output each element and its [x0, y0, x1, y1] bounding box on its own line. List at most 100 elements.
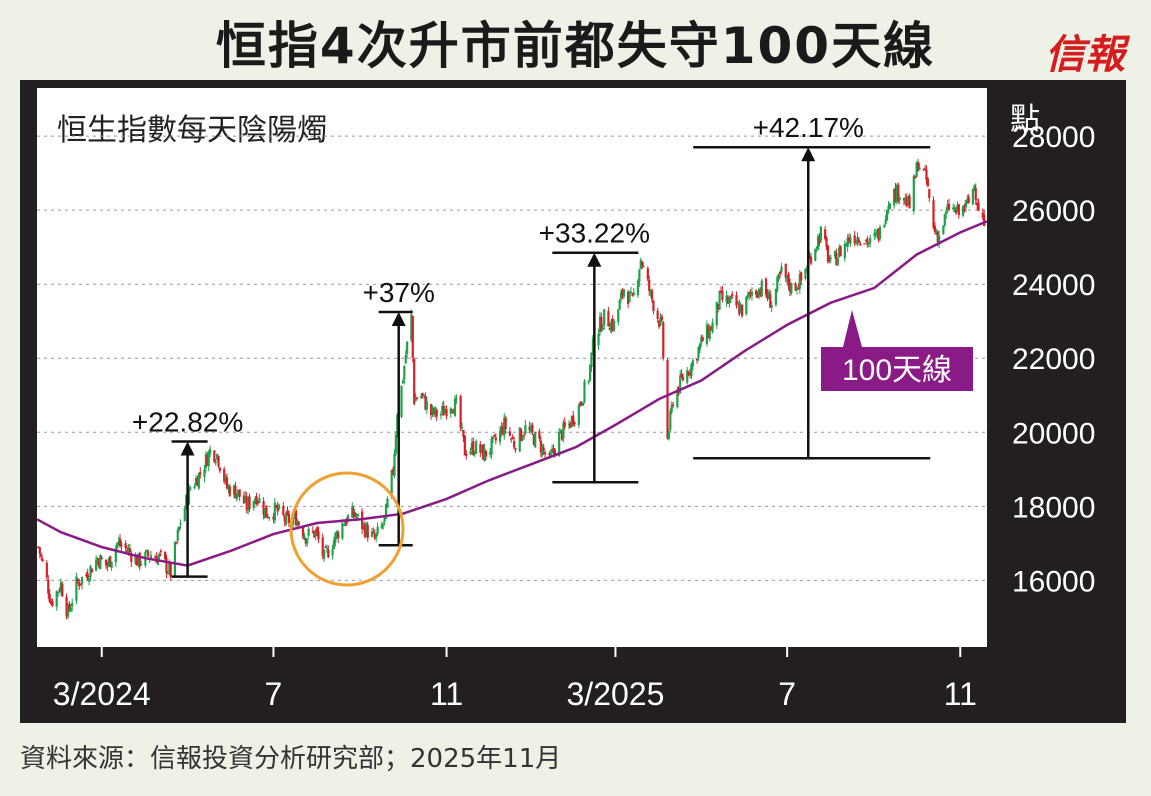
candle-body	[748, 291, 751, 297]
candle-body	[189, 488, 192, 490]
candle	[334, 532, 337, 547]
candle	[335, 530, 338, 540]
candle-body	[313, 531, 316, 538]
candle	[518, 427, 521, 453]
candle-body	[815, 247, 818, 249]
candle-body	[117, 541, 120, 543]
candle-body	[483, 448, 486, 462]
candle-body	[887, 205, 890, 211]
candle	[337, 530, 340, 544]
candle	[977, 198, 980, 212]
candle-body	[352, 508, 355, 516]
candle-body	[974, 188, 977, 200]
candle-body	[196, 477, 199, 487]
candle-body	[681, 376, 685, 381]
candle	[414, 392, 417, 402]
candle-body	[365, 523, 368, 537]
candle	[265, 505, 268, 518]
candle	[410, 309, 413, 343]
candle-body	[621, 289, 624, 296]
candle-body	[611, 318, 614, 330]
candle-body	[627, 292, 630, 304]
candle-body	[459, 395, 462, 428]
annotation-label: +33.22%	[539, 218, 650, 249]
candle-body	[697, 347, 700, 358]
candle	[814, 248, 817, 262]
candle	[522, 432, 526, 440]
candle-body	[923, 168, 927, 170]
candle-body	[845, 244, 848, 246]
candle	[529, 422, 533, 435]
candle	[794, 282, 797, 292]
candle	[282, 501, 285, 517]
candle	[808, 251, 811, 260]
candle-body	[86, 573, 89, 580]
candle-body	[513, 440, 516, 448]
candle	[444, 406, 447, 414]
candle	[631, 292, 634, 297]
candle	[244, 491, 247, 503]
candle	[301, 525, 305, 540]
candle-body	[134, 555, 137, 564]
candle	[462, 429, 465, 443]
candle-body	[700, 336, 703, 343]
candle	[232, 484, 236, 499]
candle	[610, 318, 613, 334]
candle-body	[912, 175, 915, 212]
candle	[797, 283, 800, 290]
candle	[916, 159, 920, 172]
candle	[327, 545, 330, 559]
candle	[106, 561, 109, 572]
candle	[819, 225, 823, 243]
candle	[915, 161, 918, 178]
candle-body	[808, 255, 811, 260]
candle-body	[268, 517, 271, 519]
candle	[490, 435, 493, 460]
candle-body	[902, 198, 906, 201]
candle-body	[444, 409, 447, 413]
candle-body	[484, 450, 488, 457]
candle	[617, 308, 620, 326]
candle-body	[491, 436, 495, 439]
page-title: 恒指4次升市前都失守100天線	[215, 17, 936, 75]
candle-body	[99, 555, 102, 570]
candle-body	[475, 441, 478, 454]
candle	[531, 422, 534, 436]
candle	[482, 444, 485, 460]
candle-body	[235, 493, 238, 500]
candle	[209, 445, 212, 458]
candle-body	[363, 524, 367, 537]
candle-body	[739, 306, 742, 313]
candle	[710, 325, 713, 331]
candle	[287, 510, 291, 528]
candle	[400, 385, 403, 419]
candle-body	[292, 517, 295, 525]
candle	[603, 309, 606, 330]
candle	[286, 506, 289, 516]
candle	[672, 401, 675, 408]
candle-body	[130, 553, 133, 562]
candle	[855, 240, 858, 245]
ma-label: 100天線	[842, 354, 952, 387]
candle-body	[521, 437, 524, 440]
annotation-arrow-head	[391, 311, 406, 326]
candle-body	[109, 556, 112, 567]
candle	[432, 407, 435, 417]
candle	[805, 265, 808, 273]
candle	[652, 299, 655, 315]
candle	[869, 234, 872, 248]
candle	[341, 518, 344, 541]
candle-body	[756, 294, 759, 298]
candle-body	[204, 454, 207, 468]
candle	[657, 320, 661, 329]
candle-body	[790, 282, 793, 294]
candle-body	[51, 601, 54, 606]
candle-body	[648, 279, 651, 291]
candle-body	[40, 554, 43, 557]
candle	[721, 285, 724, 303]
candle	[273, 497, 276, 525]
candle-body	[784, 263, 787, 278]
candle	[434, 406, 437, 418]
candle	[767, 288, 770, 300]
candle-body	[804, 269, 807, 279]
